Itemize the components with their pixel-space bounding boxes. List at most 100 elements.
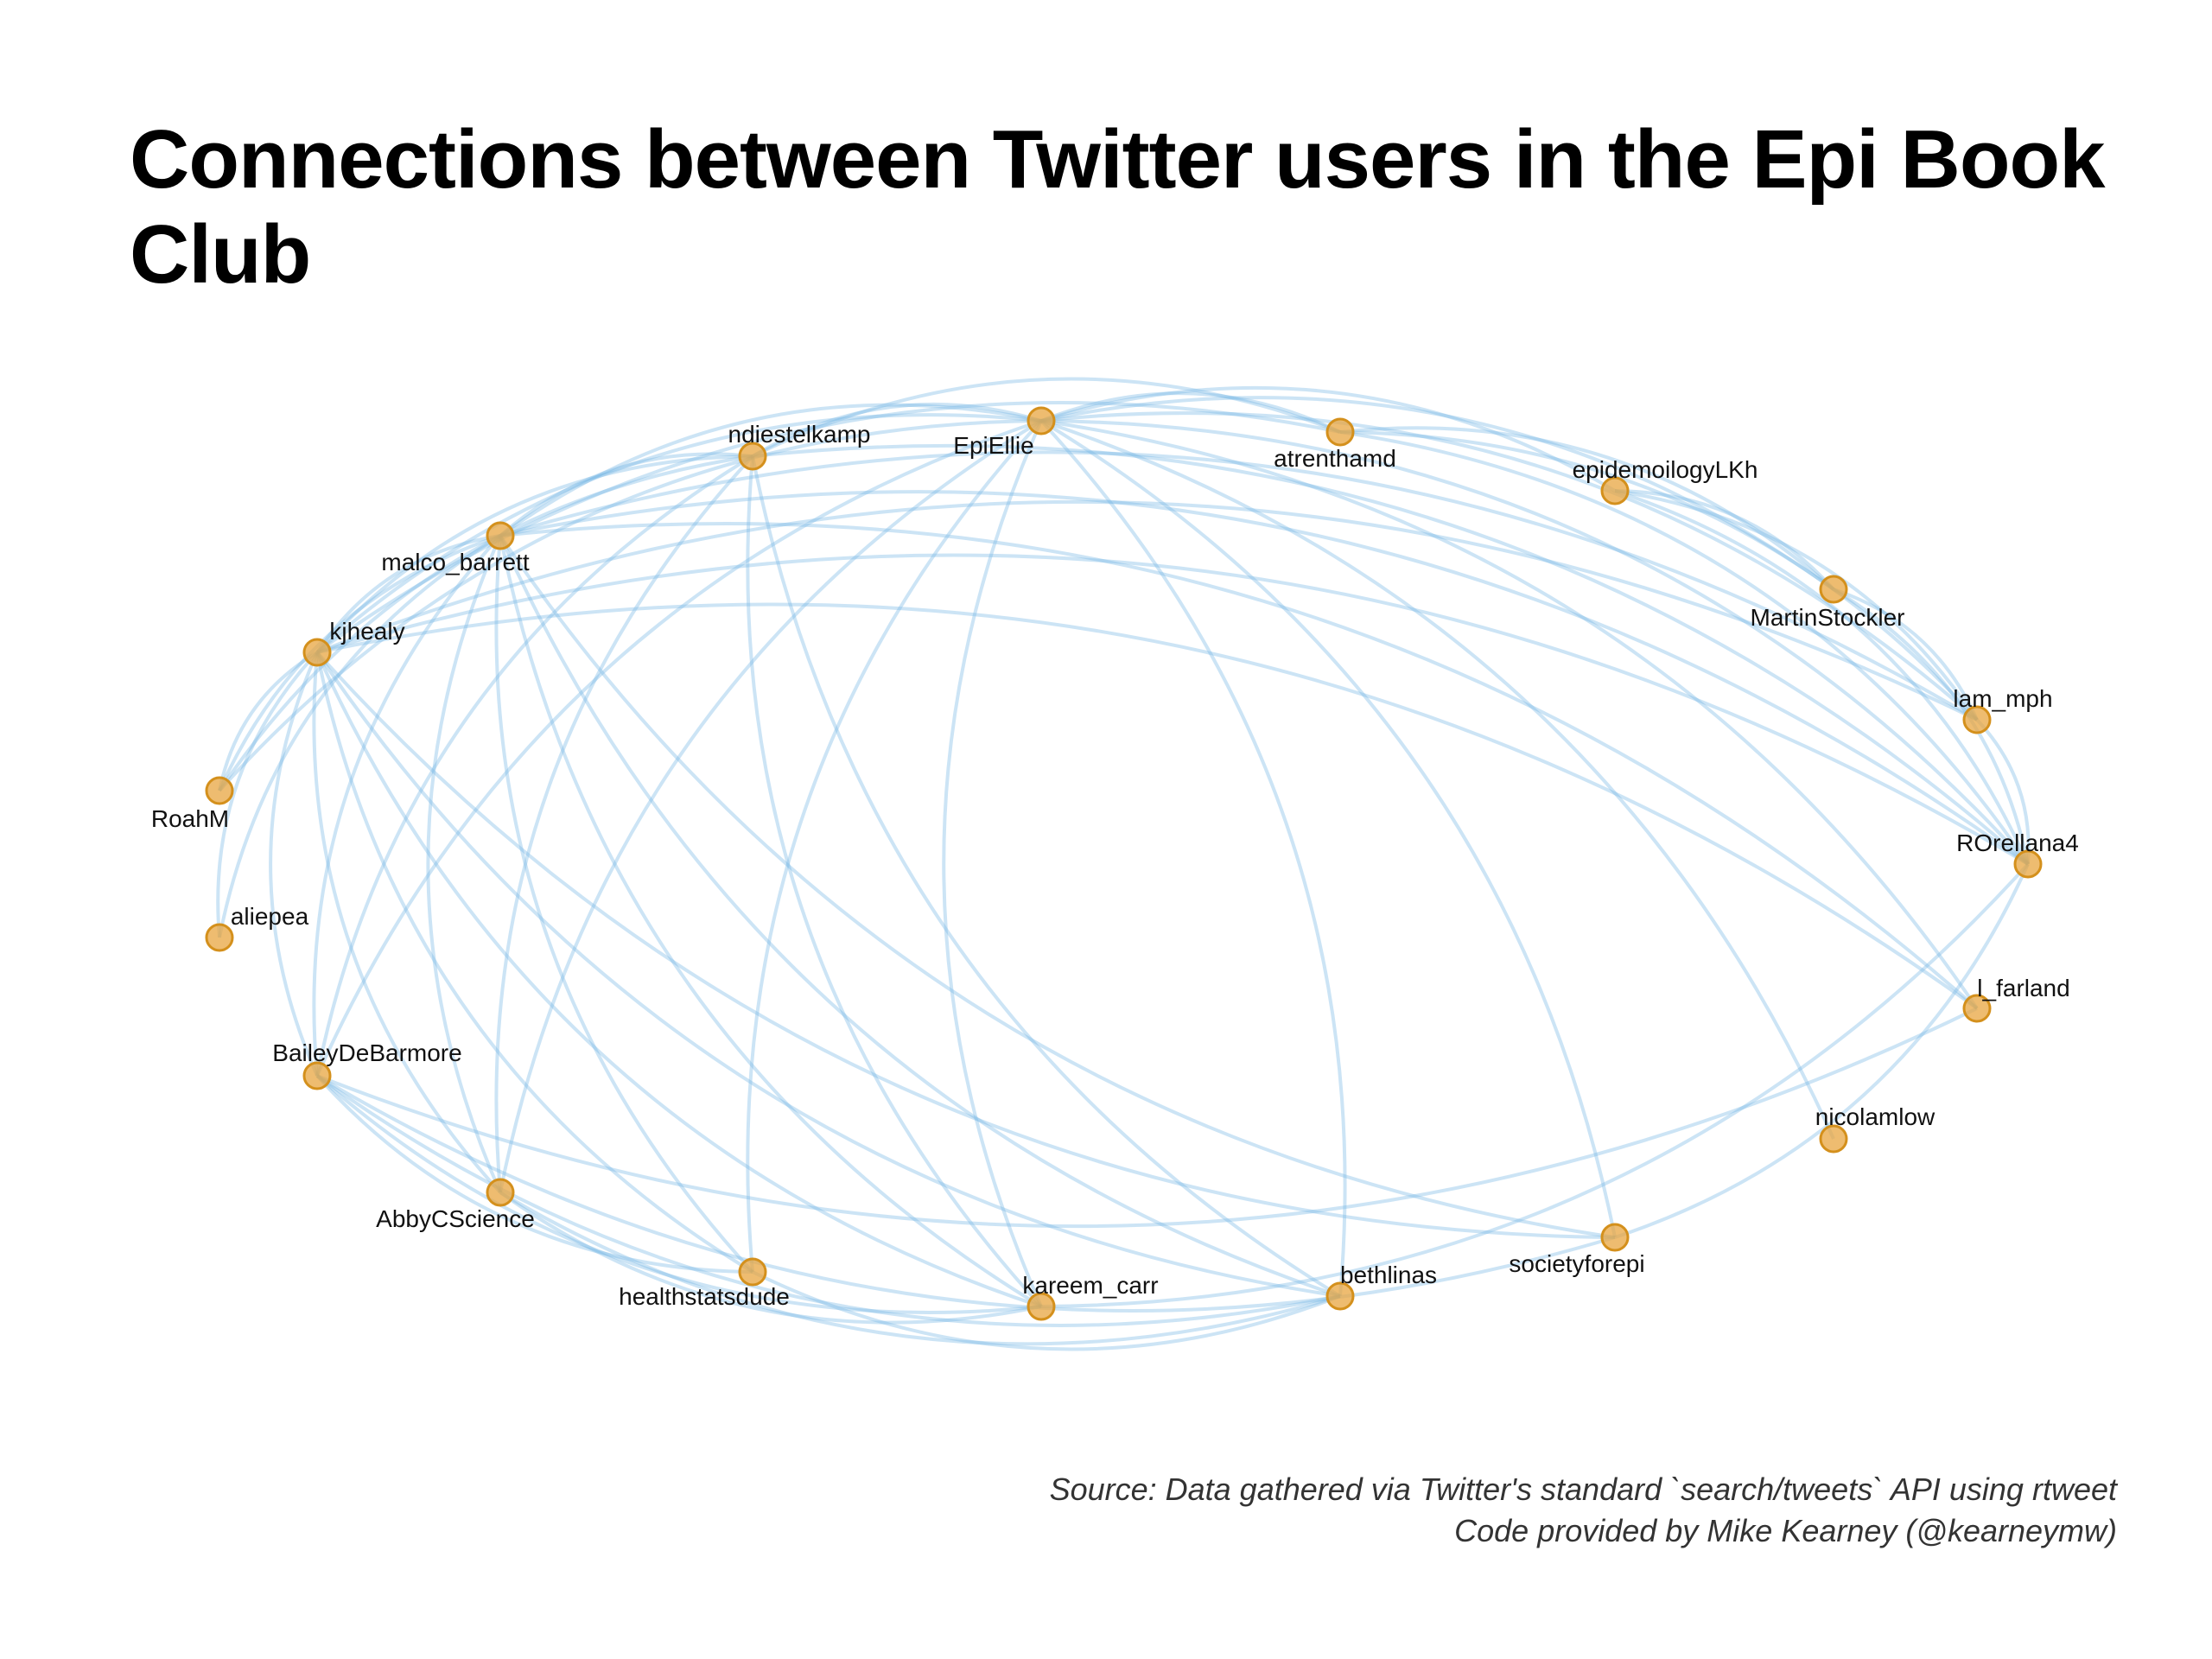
- node-ROrellana4: [2013, 849, 2043, 879]
- node-ndiestelkamp: [738, 442, 767, 471]
- edge-AbbyCScience-ndiestelkamp: [494, 454, 754, 1193]
- edge-BaileyDeBarmore-malco_barrett: [312, 534, 502, 1077]
- caption-line-source: Source: Data gathered via Twitter's stan…: [1049, 1471, 2117, 1507]
- node-label-bethlinas: bethlinas: [1340, 1262, 1437, 1288]
- node-BaileyDeBarmore: [302, 1061, 332, 1090]
- edge-MartinStockler-lam_mph: [1833, 588, 1979, 721]
- node-label-atrenthamd: atrenthamd: [1274, 445, 1396, 472]
- edge-EpiEllie-BaileyDeBarmore: [315, 419, 1042, 1077]
- edge-EpiEllie-epidemoilogyLKh: [1040, 385, 1617, 493]
- edge-EpiEllie-l_farland: [1040, 419, 1979, 1010]
- node-label-aliepea: aliepea: [231, 903, 309, 930]
- edge-ROrellana4-kareem_carr: [1040, 862, 2030, 1308]
- edge-EpiEllie-ndiestelkamp: [751, 402, 1042, 458]
- edge-EpiEllie-malco_barrett: [499, 403, 1042, 537]
- edge-societyforepi-BaileyDeBarmore: [315, 1074, 1616, 1313]
- node-kareem_carr: [1027, 1292, 1056, 1321]
- node-label-ndiestelkamp: ndiestelkamp: [728, 421, 871, 448]
- edge-bethlinas-AbbyCScience: [499, 1191, 1341, 1346]
- node-label-AbbyCScience: AbbyCScience: [376, 1205, 535, 1232]
- edge-atrenthamd-ROrellana4: [1339, 430, 2030, 866]
- node-RoahM: [205, 776, 234, 805]
- edge-epidemoilogyLKh-ROrellana4: [1614, 489, 2030, 865]
- edge-l_farland-BaileyDeBarmore: [316, 1007, 1978, 1229]
- edge-kjhealy-malco_barrett: [315, 534, 501, 654]
- node-kjhealy: [302, 638, 332, 667]
- edge-layer: [216, 377, 2031, 1351]
- edge-aliepea-malco_barrett: [218, 534, 502, 938]
- node-label-BaileyDeBarmore: BaileyDeBarmore: [272, 1039, 461, 1066]
- edge-epidemoilogyLKh-MartinStockler: [1614, 489, 1835, 591]
- edge-kjhealy-ndiestelkamp: [315, 454, 753, 654]
- node-societyforepi: [1600, 1223, 1630, 1252]
- edge-bethlinas-healthstatsdude: [752, 1270, 1341, 1351]
- edge-healthstatsdude-malco_barrett: [494, 535, 754, 1274]
- edge-bethlinas-BaileyDeBarmore: [315, 1074, 1341, 1327]
- node-label-societyforepi: societyforepi: [1509, 1250, 1644, 1277]
- edge-kjhealy-atrenthamd: [315, 401, 1341, 654]
- edge-ROrellana4-ndiestelkamp: [752, 443, 2030, 866]
- edge-bethlinas-malco_barrett: [499, 535, 1341, 1298]
- edge-RoahM-kjhealy: [218, 651, 319, 791]
- edge-lam_mph-ROrellana4: [1975, 718, 2031, 865]
- node-label-healthstatsdude: healthstatsdude: [619, 1283, 790, 1310]
- edge-ROrellana4-societyforepi: [1614, 863, 2030, 1239]
- node-bethlinas: [1325, 1281, 1355, 1311]
- node-atrenthamd: [1325, 417, 1355, 447]
- node-label-kjhealy: kjhealy: [329, 618, 404, 645]
- edge-EpiEllie-lam_mph: [1040, 411, 1979, 721]
- node-malco_barrett: [486, 521, 515, 550]
- edge-EpiEllie-RoahM: [218, 419, 1042, 792]
- node-label-MartinStockler: MartinStockler: [1751, 604, 1905, 631]
- node-MartinStockler: [1819, 575, 1848, 604]
- edge-malco_barrett-lam_mph: [499, 450, 1979, 721]
- edge-MartinStockler-ROrellana4: [1832, 588, 2030, 865]
- edge-EpiEllie-healthstatsdude: [746, 419, 1043, 1273]
- edge-atrenthamd-MartinStockler: [1339, 426, 1835, 591]
- edge-healthstatsdude-kjhealy: [315, 652, 754, 1274]
- node-label-EpiEllie: EpiEllie: [953, 432, 1033, 459]
- edge-kareem_carr-kjhealy: [315, 652, 1042, 1308]
- edge-societyforepi-kjhealy: [315, 651, 1616, 1239]
- edge-EpiEllie-kareem_carr: [942, 420, 1043, 1307]
- edge-bethlinas-kjhealy: [315, 651, 1341, 1298]
- edge-kjhealy-lam_mph: [316, 499, 1978, 721]
- node-label-RoahM: RoahM: [151, 805, 229, 832]
- caption-line-credit: Code provided by Mike Kearney (@kearneym…: [1454, 1513, 2117, 1548]
- source-caption: Source: Data gathered via Twitter's stan…: [1050, 1469, 2117, 1552]
- node-lam_mph: [1962, 705, 1992, 734]
- edge-EpiEllie-atrenthamd: [1040, 391, 1341, 434]
- edge-l_farland-malco_barrett: [499, 522, 1979, 1010]
- node-label-nicolamlow: nicolamlow: [1815, 1103, 1936, 1130]
- node-label-ROrellana4: ROrellana4: [1956, 830, 2079, 856]
- edge-aliepea-kjhealy: [216, 651, 319, 938]
- node-nicolamlow: [1819, 1124, 1848, 1154]
- edge-EpiEllie-nicolamlow: [1040, 419, 1835, 1140]
- edge-RoahM-malco_barrett: [218, 534, 501, 791]
- edge-bethlinas-ndiestelkamp: [751, 455, 1342, 1298]
- edge-ROrellana4-malco_barrett: [499, 490, 2030, 866]
- edge-l_farland-kjhealy: [316, 602, 1979, 1010]
- edge-BaileyDeBarmore-kjhealy: [269, 652, 319, 1077]
- node-healthstatsdude: [738, 1257, 767, 1287]
- edge-AbbyCScience-kjhealy: [312, 652, 502, 1194]
- node-aliepea: [205, 923, 234, 952]
- edge-BaileyDeBarmore-ndiestelkamp: [315, 454, 754, 1077]
- edge-EpiEllie-AbbyCScience: [499, 419, 1043, 1193]
- edge-EpiEllie-kjhealy: [315, 413, 1042, 654]
- chart-title: Connections between Twitter users in the…: [130, 113, 2106, 301]
- node-AbbyCScience: [486, 1178, 515, 1207]
- label-layer: EpiEllie atrenthamd epidemoilogyLKh MartinS…: [151, 421, 2079, 1310]
- edge-ROrellana4-kjhealy: [316, 553, 2030, 866]
- node-layer: [205, 406, 2043, 1321]
- edge-societyforepi-malco_barrett: [499, 534, 1616, 1239]
- edge-EpiEllie-MartinStockler: [1040, 396, 1835, 591]
- node-EpiEllie: [1027, 406, 1056, 435]
- edge-AbbyCScience-malco_barrett: [426, 535, 502, 1193]
- node-label-l_farland: l_farland: [1977, 975, 2069, 1001]
- edge-kareem_carr-AbbyCScience: [499, 1191, 1042, 1325]
- edge-kareem_carr-ndiestelkamp: [746, 455, 1043, 1308]
- node-label-malco_barrett: malco_barrett: [381, 549, 529, 575]
- edge-RoahM-ndiestelkamp: [218, 454, 753, 792]
- edge-EpiEllie-societyforepi: [1039, 419, 1617, 1238]
